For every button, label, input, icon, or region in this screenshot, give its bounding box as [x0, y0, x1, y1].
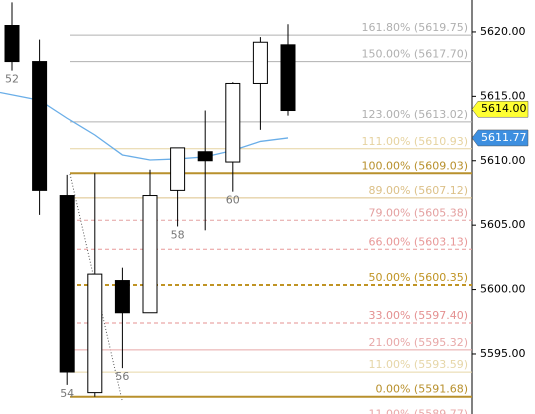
fib-label: 150.00% (5617.70): [361, 48, 468, 61]
fib-label: 21.00% (5595.32): [368, 336, 468, 349]
fib-label: -11.00% (5589.77): [365, 407, 468, 414]
candle-body: [170, 147, 186, 191]
fib-label: 111.00% (5610.93): [361, 135, 468, 148]
bar-label: 52: [5, 73, 19, 86]
price-tag: [471, 129, 529, 147]
bar-label: 56: [115, 370, 129, 383]
price-tag-label: 5611.77: [481, 131, 527, 144]
bar-label: 58: [171, 228, 185, 241]
candle-body: [4, 25, 20, 63]
bar-label: 54: [60, 387, 74, 400]
candle-body: [280, 44, 296, 112]
fib-label: 89.00% (5607.12): [368, 184, 468, 197]
candle-body: [59, 195, 75, 373]
fib-label: 79.00% (5605.38): [368, 206, 468, 219]
y-tick-label: 5595.00: [480, 347, 526, 360]
candle-body: [114, 280, 130, 314]
candle-body: [252, 41, 268, 84]
fib-label: 123.00% (5613.02): [361, 108, 468, 121]
candle-body: [225, 82, 241, 163]
fib-label: 50.00% (5600.35): [368, 271, 468, 284]
fib-label: 100.00% (5609.03): [361, 159, 468, 172]
fib-label: 66.00% (5603.13): [368, 235, 468, 248]
bar-label: 60: [226, 194, 240, 207]
candle-body: [87, 273, 103, 394]
y-tick-label: 5600.00: [480, 283, 526, 296]
y-tick-label: 5605.00: [480, 218, 526, 231]
price-tag-label: 5614.00: [481, 102, 527, 115]
y-tick-label: 5620.00: [480, 25, 526, 38]
moving-average: [0, 91, 289, 161]
candle-body: [142, 195, 158, 314]
y-tick-label: 5610.00: [480, 154, 526, 167]
fib-label: 33.00% (5597.40): [368, 309, 468, 322]
candle-body: [197, 151, 213, 162]
fib-label: 0.00% (5591.68): [375, 383, 468, 396]
fib-label: 161.80% (5619.75): [361, 21, 468, 34]
candle-body: [32, 61, 48, 191]
y-tick-label: 5615.00: [480, 89, 526, 102]
fib-label: 11.00% (5593.59): [368, 358, 468, 371]
price-tag: [471, 100, 529, 118]
